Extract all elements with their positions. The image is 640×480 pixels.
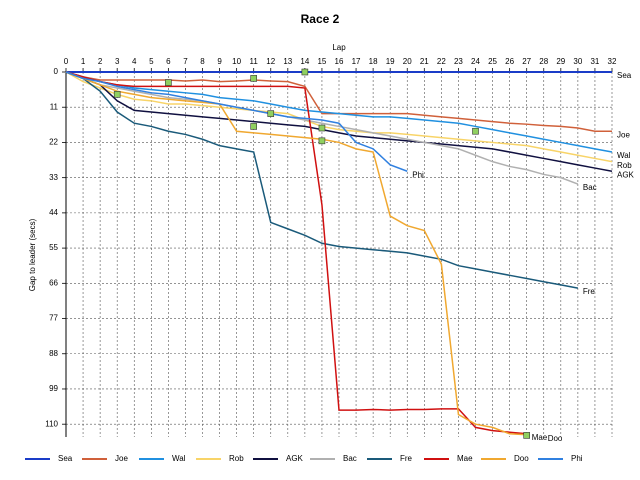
x-tick-label: 4 <box>132 57 137 66</box>
legend-label: Sea <box>58 454 73 463</box>
x-tick-label: 16 <box>335 57 344 66</box>
marker <box>267 110 275 117</box>
x-tick-label: 8 <box>200 57 205 66</box>
x-tick-label: 2 <box>98 57 103 66</box>
series-end-label: Phi <box>412 170 424 179</box>
series-end-label: Joe <box>617 130 630 139</box>
legend-label: Fre <box>400 454 413 463</box>
x-tick-label: 25 <box>488 57 497 66</box>
x-tick-label: 3 <box>115 57 120 66</box>
series-end-label: Wal <box>617 151 631 160</box>
chart-title: Race 2 <box>301 12 340 26</box>
legend-label: Phi <box>571 454 583 463</box>
marker <box>472 127 479 135</box>
legend-label: Mae <box>457 454 473 463</box>
series-end-label: Mae <box>532 433 548 442</box>
x-tick-label: 15 <box>317 57 326 66</box>
y-tick-label: 77 <box>49 314 58 323</box>
marker <box>523 432 530 439</box>
y-tick-label: 88 <box>49 349 58 358</box>
series-line <box>65 71 579 289</box>
y-tick-label: 66 <box>49 278 58 287</box>
legend-label: Joe <box>115 454 128 463</box>
x-tick-label: 20 <box>403 57 412 66</box>
x-tick-label: 0 <box>64 57 69 66</box>
series-line <box>65 71 527 435</box>
marker <box>318 124 326 132</box>
x-tick-label: 26 <box>505 57 514 66</box>
series-end-label: Sea <box>617 71 632 80</box>
x-tick-label: 19 <box>386 57 395 66</box>
x-tick-label: 22 <box>437 57 446 66</box>
legend-label: AGK <box>286 454 304 463</box>
series-line <box>65 71 613 163</box>
x-tick-label: 6 <box>166 57 171 66</box>
series-line <box>65 71 579 185</box>
x-tick-label: 27 <box>522 57 531 66</box>
legend-label: Doo <box>514 454 529 463</box>
x-tick-label: 7 <box>183 57 188 66</box>
marker <box>113 91 121 98</box>
x-axis-label: Lap <box>332 43 346 52</box>
series-end-label: Rob <box>617 161 632 170</box>
y-tick-label: 33 <box>49 173 58 182</box>
series-end-label: AGK <box>617 170 635 179</box>
marker <box>318 137 326 145</box>
series-line <box>65 71 527 436</box>
y-tick-label: 22 <box>49 138 58 147</box>
x-tick-label: 12 <box>266 57 275 66</box>
x-tick-label: 21 <box>420 57 429 66</box>
y-tick-label: 44 <box>49 208 58 217</box>
legend-label: Bac <box>343 454 357 463</box>
marker <box>250 123 257 130</box>
x-tick-label: 32 <box>608 57 617 66</box>
legend-label: Wal <box>172 454 186 463</box>
x-tick-label: 1 <box>81 57 86 66</box>
y-axis-label: Gap to leader (secs) <box>28 218 37 291</box>
series-line <box>65 71 613 172</box>
x-tick-label: 23 <box>454 57 463 66</box>
marker <box>250 75 257 82</box>
x-tick-label: 24 <box>471 57 480 66</box>
x-tick-label: 10 <box>232 57 241 66</box>
series-end-label: Fre <box>583 287 596 296</box>
x-tick-label: 14 <box>300 57 309 66</box>
marker <box>165 79 172 86</box>
y-tick-label: 99 <box>49 384 58 393</box>
y-tick-label: 0 <box>54 67 59 76</box>
y-tick-label: 110 <box>45 419 58 428</box>
x-tick-label: 30 <box>573 57 582 66</box>
y-tick-label: 11 <box>50 102 59 111</box>
legend-label: Rob <box>229 454 244 463</box>
series-line <box>65 71 613 153</box>
x-tick-label: 29 <box>556 57 565 66</box>
x-tick-label: 28 <box>539 57 548 66</box>
series-end-label: Bac <box>583 183 597 192</box>
x-tick-label: 13 <box>283 57 292 66</box>
series-line <box>65 71 408 172</box>
y-tick-label: 55 <box>49 243 58 252</box>
x-tick-label: 17 <box>352 57 361 66</box>
x-tick-label: 18 <box>369 57 378 66</box>
x-tick-label: 9 <box>217 57 222 66</box>
x-tick-label: 11 <box>250 57 259 66</box>
marker <box>301 68 309 76</box>
x-tick-label: 31 <box>590 57 599 66</box>
series-end-label: Doo <box>548 434 563 443</box>
x-tick-label: 5 <box>149 57 154 66</box>
